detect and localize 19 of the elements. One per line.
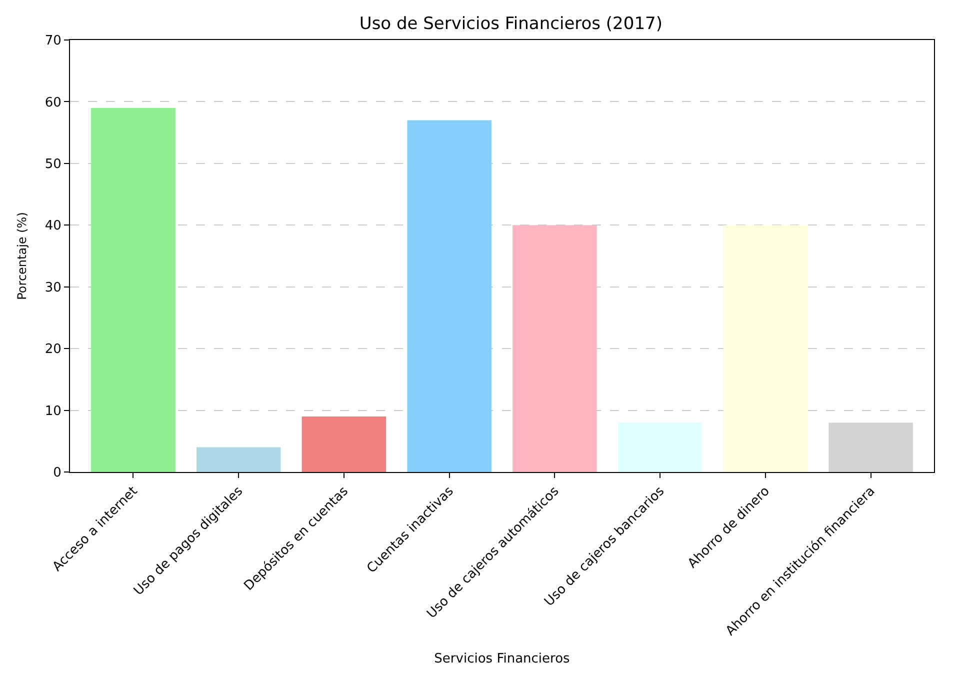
bar: [512, 225, 597, 472]
bar: [723, 225, 808, 472]
y-tick-label: 70: [44, 34, 62, 49]
bar: [407, 120, 492, 472]
y-axis-title: Porcentaje (%): [15, 212, 30, 300]
bar: [91, 108, 176, 472]
bar: [618, 422, 702, 472]
y-tick-label: 50: [44, 156, 62, 172]
chart-title: Uso de Servicios Financieros (2017): [359, 14, 662, 34]
y-tick-label: 40: [44, 218, 62, 234]
y-tick-label: 0: [53, 466, 62, 481]
x-axis-title: Servicios Financieros: [434, 652, 570, 667]
y-tick-label: 60: [44, 95, 62, 110]
bar: [828, 422, 913, 472]
bar: [196, 447, 281, 472]
y-tick-label: 10: [44, 404, 62, 419]
y-tick-label: 30: [44, 280, 62, 296]
bar: [302, 416, 386, 472]
y-tick-label: 20: [44, 342, 62, 358]
